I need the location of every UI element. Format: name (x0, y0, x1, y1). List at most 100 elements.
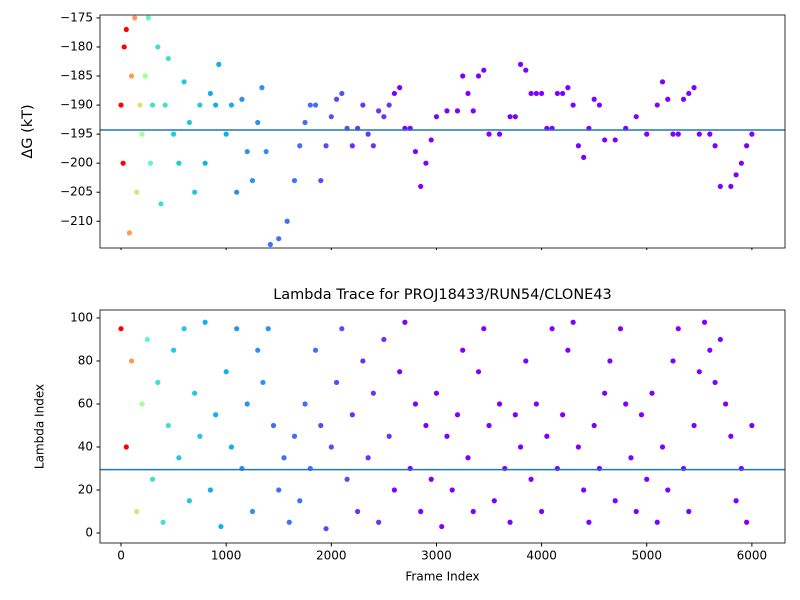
point (612, 498, 618, 504)
point (686, 508, 692, 515)
point (733, 498, 739, 504)
point (223, 369, 229, 375)
point (147, 160, 154, 166)
point (565, 347, 571, 353)
point (560, 412, 566, 418)
point (675, 131, 681, 137)
point (265, 326, 271, 332)
point (155, 379, 161, 386)
y-tick-label: −190 (60, 98, 93, 112)
point (680, 96, 687, 102)
point (665, 487, 671, 493)
point (470, 108, 476, 114)
point (255, 347, 261, 353)
point (132, 15, 138, 21)
point (423, 160, 429, 166)
point (297, 498, 303, 504)
point (591, 422, 597, 429)
point (318, 422, 324, 429)
point (376, 108, 382, 114)
point (286, 519, 292, 525)
point (218, 523, 224, 530)
point (186, 498, 192, 504)
x-tick-label: 1000 (211, 549, 242, 563)
point (202, 319, 208, 325)
y-axis-label: Lambda Index (33, 384, 47, 469)
point (749, 131, 755, 137)
point (612, 137, 618, 143)
point (291, 177, 298, 184)
point (512, 114, 518, 120)
y-tick-label: −195 (60, 127, 93, 141)
point (533, 90, 539, 97)
mask-top (0, 250, 800, 310)
point (281, 455, 287, 461)
point (433, 390, 440, 396)
point (360, 102, 366, 108)
point (402, 319, 408, 325)
point (517, 444, 524, 450)
y-axis-label: ΔG (kT) (20, 104, 36, 158)
point (744, 143, 750, 149)
point (670, 131, 676, 137)
point (686, 90, 692, 97)
point (145, 15, 151, 21)
point (134, 189, 140, 195)
point (391, 487, 397, 493)
axes-frame (99, 309, 786, 544)
point (691, 422, 697, 429)
point (234, 326, 240, 332)
point (670, 358, 676, 364)
point (318, 177, 324, 184)
point (228, 444, 235, 450)
point (528, 90, 534, 97)
x-tick-label: 3000 (421, 549, 452, 563)
point (428, 476, 434, 482)
point (570, 102, 576, 108)
point (165, 422, 171, 429)
point (121, 44, 127, 50)
point (644, 131, 650, 137)
x-tick-label: 5000 (631, 549, 662, 563)
point (244, 401, 250, 407)
point (654, 519, 660, 525)
point (370, 390, 376, 396)
point (460, 73, 466, 79)
point (192, 390, 198, 396)
point (381, 336, 387, 343)
point (302, 401, 308, 407)
point (418, 508, 424, 515)
point (344, 476, 350, 482)
point (302, 119, 308, 126)
point (165, 55, 171, 62)
point (244, 148, 250, 155)
point (728, 183, 734, 190)
point (481, 326, 487, 332)
point (617, 326, 624, 332)
point (197, 433, 203, 439)
point (565, 85, 571, 91)
point (649, 390, 655, 396)
point (586, 519, 592, 525)
point (533, 401, 539, 407)
point (602, 390, 608, 396)
point (712, 143, 718, 149)
point (738, 160, 744, 166)
point (465, 90, 471, 97)
point (575, 444, 581, 450)
chart-title: Lambda Trace for PROJ18433/RUN54/CLONE43 (273, 287, 612, 303)
point (123, 444, 129, 450)
point (381, 114, 387, 120)
point (397, 85, 403, 91)
point (507, 519, 513, 525)
point (376, 519, 382, 525)
point (170, 347, 177, 353)
point (581, 487, 587, 493)
mask-top (0, 0, 800, 15)
point (722, 401, 729, 407)
point (307, 102, 313, 108)
point (465, 455, 471, 461)
point (181, 79, 187, 85)
point (538, 90, 545, 97)
point (475, 369, 482, 375)
